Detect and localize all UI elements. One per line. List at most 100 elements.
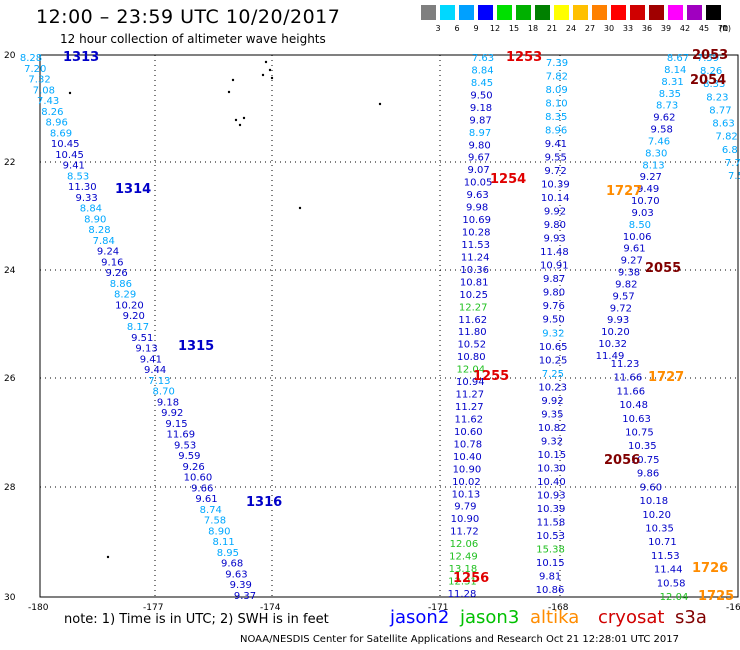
swh-value: 9.58 xyxy=(651,125,673,136)
swh-value: 9.41 xyxy=(63,161,85,172)
units-note: note: 1) Time is in UTC; 2) SWH is in fe… xyxy=(64,612,329,627)
island xyxy=(231,78,235,82)
scale-swatch xyxy=(592,5,607,20)
swh-value: 9.41 xyxy=(140,354,162,365)
island xyxy=(378,102,382,106)
swh-value: 11.72 xyxy=(450,527,479,538)
swh-value: 10.65 xyxy=(539,342,568,353)
swh-value: 9.86 xyxy=(637,469,659,480)
swh-value: 9.87 xyxy=(543,274,565,285)
swh-value: 10.06 xyxy=(623,232,652,243)
pass-time-label: 2054 xyxy=(690,73,726,88)
legend-jason3: jason3 xyxy=(460,607,520,628)
swh-value: 7.43 xyxy=(37,96,59,107)
swh-value: 10.48 xyxy=(619,400,648,411)
swh-value: 10.93 xyxy=(537,490,566,501)
swh-value: 10.20 xyxy=(642,510,671,521)
scale-swatch xyxy=(497,5,512,20)
swh-value: 10.91 xyxy=(540,261,569,272)
lon-label: -180 xyxy=(28,603,49,613)
scale-swatch xyxy=(459,5,474,20)
swh-value: 10.28 xyxy=(462,228,491,239)
pass-time-label: 1725 xyxy=(698,589,734,604)
swh-value: 10.02 xyxy=(452,477,481,488)
pass-time-label: 1255 xyxy=(473,369,509,384)
swh-value: 9.81 xyxy=(539,571,561,582)
swh-value: 7.7 xyxy=(725,158,740,169)
pass-time-label: 1253 xyxy=(506,50,542,65)
swh-value: 10.90 xyxy=(453,464,482,475)
scale-label: 21 xyxy=(546,24,558,33)
legend-jason2: jason2 xyxy=(390,607,450,628)
swh-value: 9.15 xyxy=(165,419,187,430)
pass-time-label: 1313 xyxy=(63,50,99,65)
scale-label: 42 xyxy=(679,24,691,33)
swh-value: 9.27 xyxy=(640,172,662,183)
page-title: 12:00 – 23:59 UTC 10/20/2017 xyxy=(36,6,341,28)
swh-value: 9.92 xyxy=(541,396,563,407)
swh-value: 11.66 xyxy=(614,373,643,384)
swh-value: 9.35 xyxy=(541,409,563,420)
swh-value: 9.80 xyxy=(543,288,565,299)
swh-value: 11.62 xyxy=(455,414,484,425)
scale-label: 24 xyxy=(565,24,577,33)
swh-value: 8.29 xyxy=(114,290,136,301)
scale-swatch xyxy=(649,5,664,20)
swh-value: 10.86 xyxy=(536,585,565,596)
swh-value: 9.92 xyxy=(544,207,566,218)
island xyxy=(227,90,231,94)
scale-swatch xyxy=(516,5,531,20)
swh-value: 9.38 xyxy=(618,268,640,279)
swh-value: 9.26 xyxy=(105,268,127,279)
scale-label: 30 xyxy=(603,24,615,33)
lon-label: -16 xyxy=(726,603,740,613)
swh-value: 10.58 xyxy=(657,578,686,589)
swh-value: 9.87 xyxy=(469,115,491,126)
swh-value: 10.35 xyxy=(628,441,657,452)
lat-label: 26 xyxy=(4,374,16,384)
swh-value: 15.38 xyxy=(536,544,565,555)
swh-value: 9.50 xyxy=(470,90,492,101)
swh-value: 11.80 xyxy=(458,327,487,338)
pass-time-label: 1256 xyxy=(453,571,489,586)
swh-value: 10.35 xyxy=(645,523,674,534)
scale-swatch xyxy=(706,5,721,20)
swh-value: 10.40 xyxy=(537,477,566,488)
swh-value: 10.39 xyxy=(537,504,566,515)
swh-value: 8.35 xyxy=(545,112,567,123)
swh-value: 12.49 xyxy=(449,552,478,563)
swh-value: 10.14 xyxy=(541,193,570,204)
scale-label: 9 xyxy=(473,24,479,33)
swh-value: 8.69 xyxy=(50,128,72,139)
swh-value: 9.07 xyxy=(467,165,489,176)
swh-value: 9.61 xyxy=(623,244,645,255)
pass-time-label: 2056 xyxy=(604,453,640,468)
swh-value: 8.28 xyxy=(20,53,42,64)
swh-value: 11.28 xyxy=(448,589,477,600)
swh-value: 10.23 xyxy=(538,382,567,393)
legend-cryosat: cryosat xyxy=(598,607,665,628)
swh-value: 9.93 xyxy=(607,315,629,326)
island xyxy=(268,68,272,72)
lat-label: 20 xyxy=(4,51,16,61)
swh-value: 11.53 xyxy=(651,551,680,562)
legend-altika: altika xyxy=(530,607,580,628)
swh-value: 10.90 xyxy=(451,514,480,525)
swh-value: 7.84 xyxy=(93,236,115,247)
swh-value: 10.80 xyxy=(457,352,486,363)
swh-value: 9.18 xyxy=(157,397,179,408)
swh-value: 10.25 xyxy=(539,355,568,366)
scale-label: 45 xyxy=(698,24,710,33)
swh-value: 8.73 xyxy=(656,101,678,112)
swh-value: 10.78 xyxy=(454,439,483,450)
pass-time-label: 1316 xyxy=(246,495,282,510)
swh-value: 10.71 xyxy=(648,537,677,548)
lat-label: 28 xyxy=(4,483,16,493)
swh-value: 11.49 xyxy=(596,351,625,362)
island xyxy=(298,206,302,210)
swh-value: 9.18 xyxy=(470,103,492,114)
swh-value: 8.45 xyxy=(471,78,493,89)
swh-value: 9.13 xyxy=(135,344,157,355)
pass-time-label: 1727 xyxy=(606,184,642,199)
swh-value: 9.49 xyxy=(637,184,659,195)
